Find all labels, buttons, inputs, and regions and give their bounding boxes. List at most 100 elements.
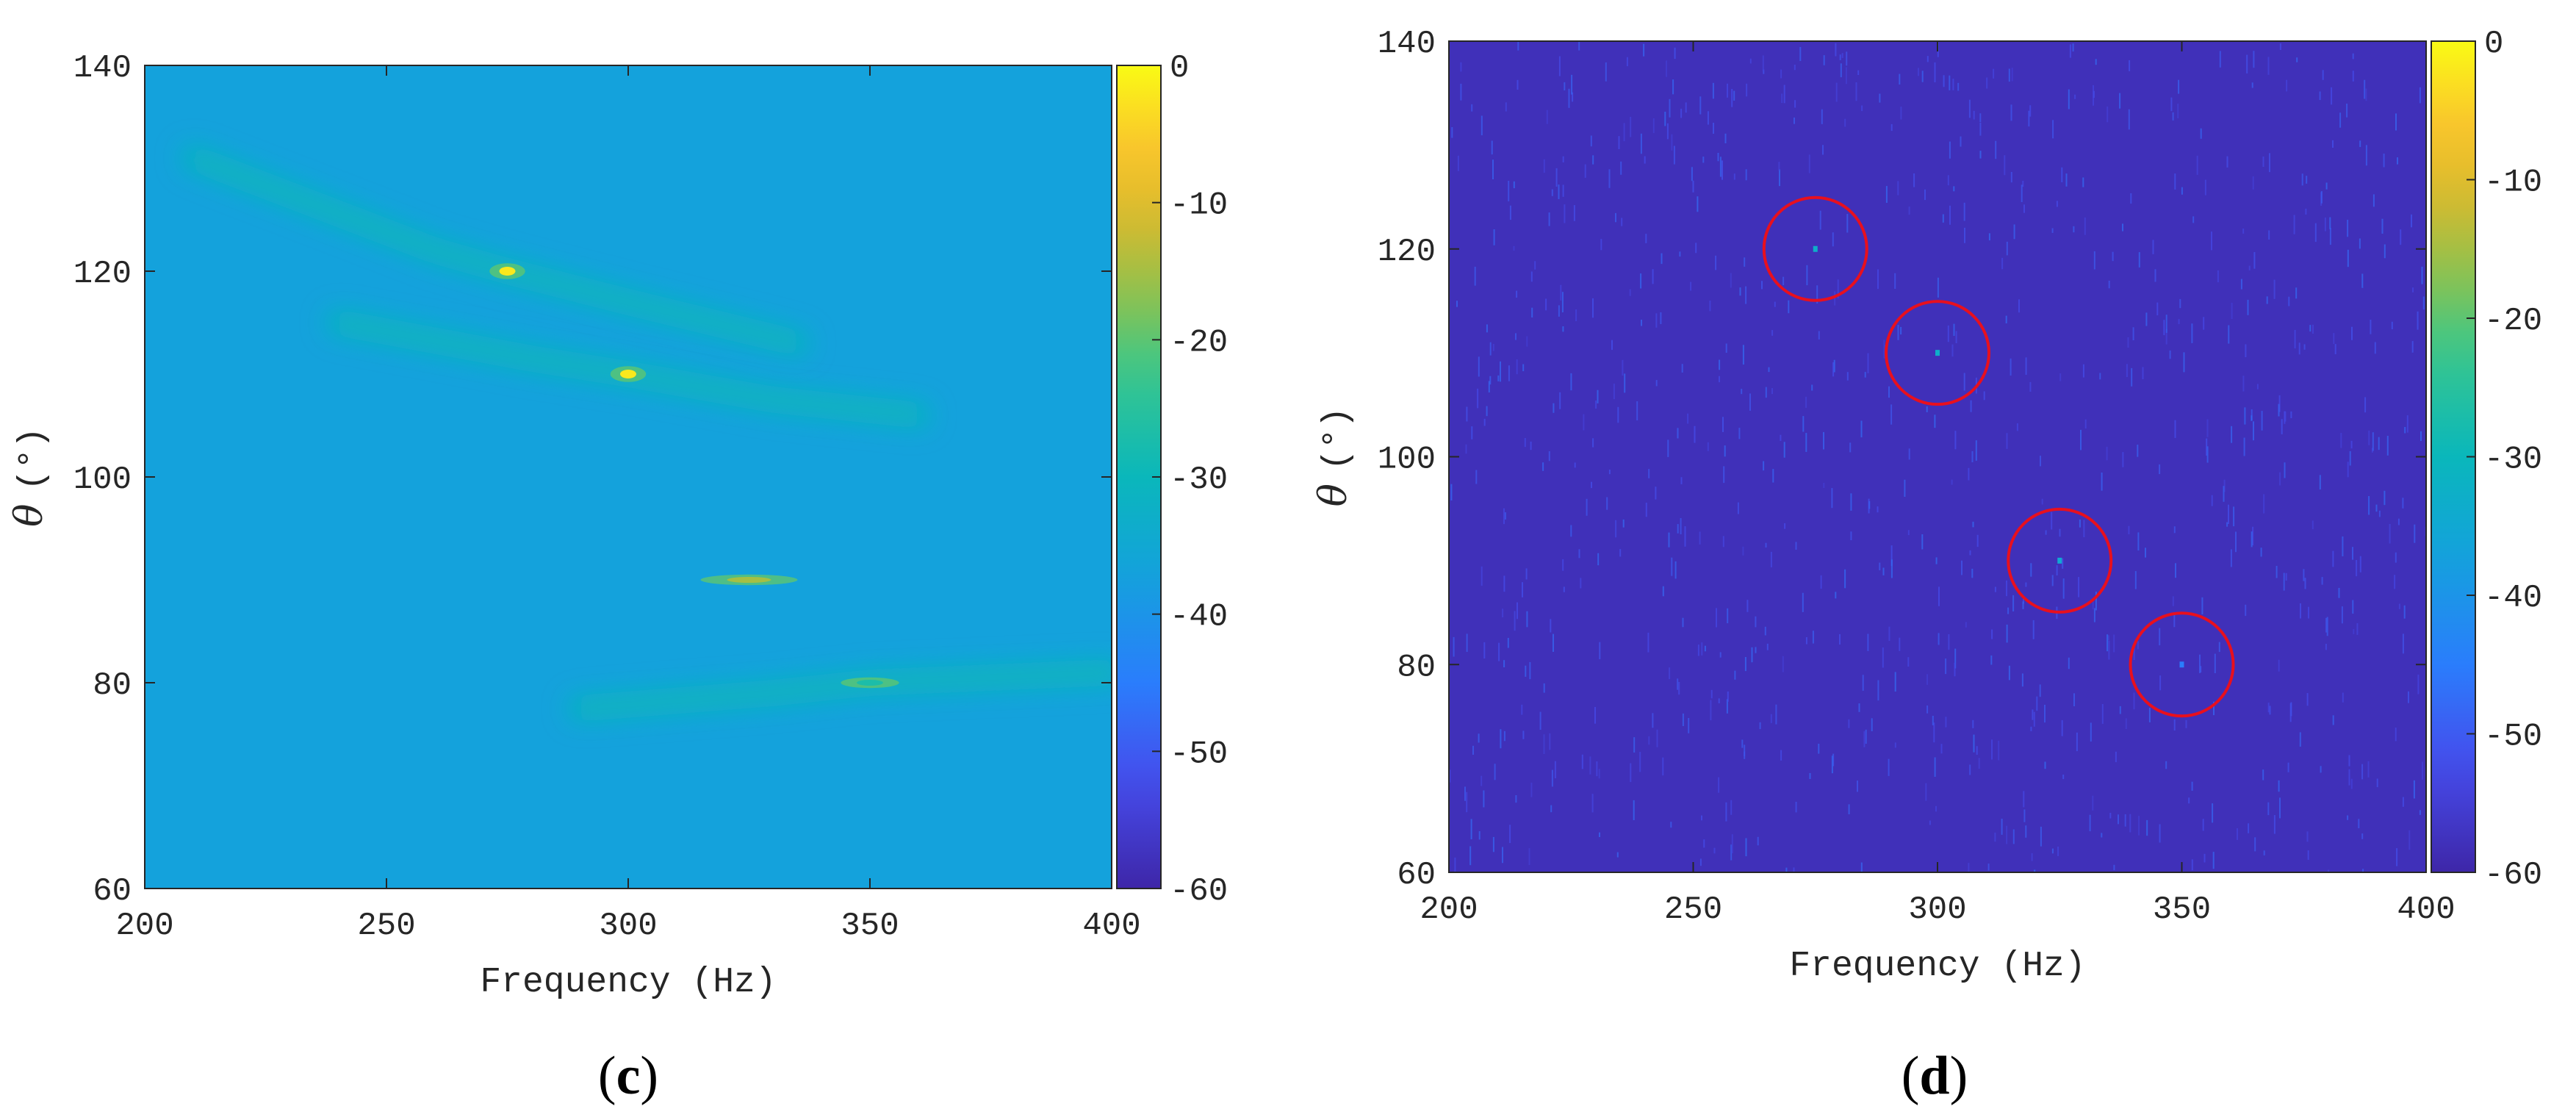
x-tick-label: 200: [115, 908, 173, 944]
x-axis-title: Frequency (Hz): [1789, 947, 2085, 986]
noise-streak: [1954, 662, 1956, 677]
noise-streak: [2045, 530, 2047, 535]
noise-streak: [1498, 642, 1500, 661]
noise-streak: [1664, 112, 1666, 126]
noise-streak: [1890, 123, 1893, 132]
noise-streak: [1973, 734, 1975, 753]
noise-streak: [1848, 804, 1850, 814]
noise-streak: [1546, 110, 1548, 124]
noise-streak: [1542, 462, 1544, 471]
noise-streak: [2408, 830, 2411, 850]
noise-streak: [1865, 729, 1867, 744]
noise-streak: [1965, 622, 1967, 628]
noise-streak: [2206, 438, 2208, 456]
noise-streak: [1805, 637, 1807, 645]
noise-streak: [2073, 693, 2075, 706]
colorbar-tick-label: -10: [1170, 187, 1228, 224]
x-tick-label: 300: [1908, 891, 1966, 928]
noise-streak: [1734, 670, 1736, 680]
noise-streak: [1730, 844, 1733, 861]
noise-streak: [2022, 601, 2024, 609]
heatmap-content: [178, 143, 1112, 723]
noise-streak: [2013, 224, 2015, 240]
noise-streak: [2248, 265, 2251, 270]
ridge-peak: [727, 577, 771, 583]
noise-streak: [1655, 380, 1658, 387]
noise-streak: [1780, 750, 1782, 761]
noise-streak: [1548, 451, 1550, 462]
noise-streak: [1666, 60, 1668, 77]
y-axis-unit: (°): [13, 427, 53, 490]
noise-streak: [1570, 373, 1572, 391]
noise-streak: [2319, 91, 2321, 101]
panel-label-close: ): [640, 1046, 658, 1106]
noise-streak: [2059, 373, 2062, 381]
noise-streak: [2122, 223, 2123, 231]
noise-streak: [2200, 666, 2202, 672]
noise-streak: [1744, 657, 1746, 672]
noise-streak: [2260, 548, 2262, 557]
noise-streak: [1979, 151, 1982, 159]
noise-streak: [2262, 769, 2264, 780]
noise-streak: [2242, 229, 2245, 234]
noise-streak: [2133, 642, 2135, 660]
noise-streak: [2261, 411, 2263, 431]
noise-streak: [2247, 299, 2249, 315]
noise-streak: [2218, 642, 2220, 653]
noise-streak: [2290, 411, 2292, 418]
noise-streak: [1699, 531, 1701, 545]
noise-streak: [1846, 372, 1849, 381]
noise-streak: [1721, 160, 1723, 180]
noise-streak: [1973, 110, 1975, 120]
noise-streak: [2004, 155, 2006, 176]
colorbar-tick-label: -60: [2484, 857, 2542, 894]
noise-streak: [2191, 323, 2193, 343]
noise-streak: [1701, 815, 1702, 821]
noise-streak: [2107, 106, 2109, 123]
noise-streak: [2030, 563, 2032, 577]
noise-streak: [1644, 156, 1646, 164]
noise-streak: [1979, 113, 1982, 123]
noise-streak: [2012, 595, 2015, 611]
noise-streak: [2095, 59, 2097, 65]
noise-streak: [2133, 692, 2135, 710]
noise-streak: [1755, 616, 1757, 628]
noise-streak: [1641, 320, 1642, 326]
noise-streak: [1598, 769, 1600, 779]
noise-streak: [1488, 381, 1490, 392]
noise-streak: [2358, 819, 2360, 828]
noise-streak: [2298, 342, 2300, 355]
x-axis-title: Frequency (Hz): [480, 963, 776, 1002]
panel-label-letter: c: [616, 1046, 641, 1106]
ridge-peak: [620, 370, 636, 378]
noise-streak: [1558, 305, 1560, 317]
noise-streak: [2245, 604, 2247, 617]
noise-streak: [2082, 177, 2084, 187]
noise-streak: [2032, 620, 2034, 639]
noise-streak: [1502, 609, 1504, 617]
noise-streak: [1508, 181, 1510, 201]
noise-streak: [1591, 481, 1592, 489]
panel-label: (c): [598, 1046, 658, 1106]
noise-streak: [1794, 100, 1796, 108]
noise-streak: [2031, 852, 2033, 861]
noise-streak: [2288, 296, 2290, 306]
noise-streak: [2422, 761, 2423, 780]
noise-streak: [2244, 407, 2246, 425]
noise-streak: [1692, 180, 1694, 193]
noise-streak: [1592, 438, 1594, 448]
noise-streak: [1785, 867, 1788, 872]
noise-streak: [2223, 479, 2226, 492]
noise-streak: [2072, 43, 2074, 52]
noise-streak: [1469, 846, 1472, 866]
noise-streak: [1968, 863, 1970, 872]
noise-streak: [2128, 525, 2130, 534]
noise-streak: [1509, 825, 1511, 844]
noise-streak: [2174, 420, 2176, 438]
noise-streak: [2365, 88, 2367, 101]
noise-streak: [2056, 201, 2058, 207]
noise-streak: [2417, 311, 2419, 330]
noise-streak: [2367, 761, 2370, 778]
noise-streak: [2159, 675, 2162, 691]
noise-streak: [2165, 761, 2167, 769]
